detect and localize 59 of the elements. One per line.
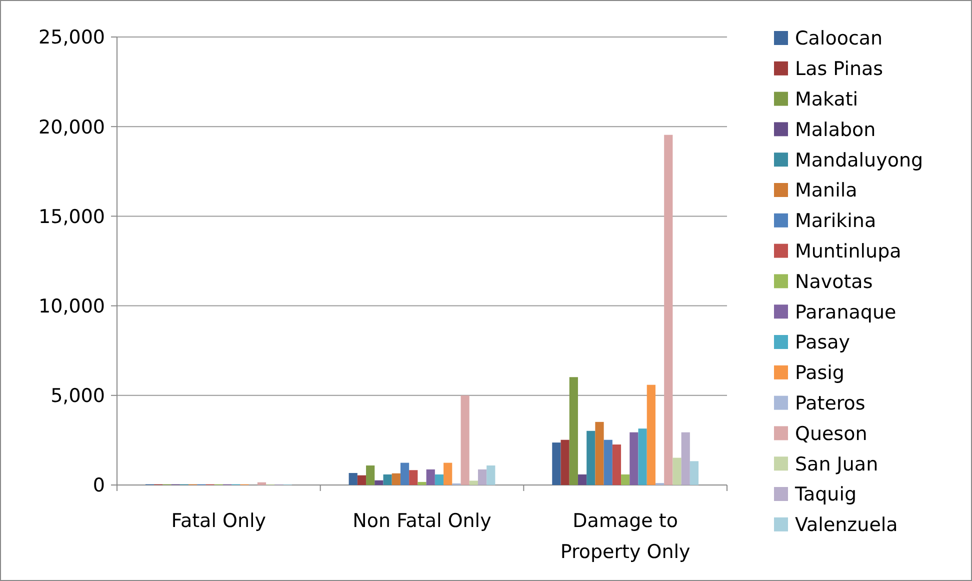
bar [478, 469, 487, 485]
y-tick-label: 15,000 [38, 206, 105, 228]
bar [595, 422, 604, 485]
bar [426, 469, 435, 485]
bar [348, 472, 358, 485]
y-tick-label: 5,000 [50, 385, 105, 408]
bar [418, 482, 426, 485]
legend-label: Paranaque [795, 301, 896, 324]
bar [366, 465, 375, 485]
legend-label: Pateros [795, 392, 866, 414]
legend-label: Pasig [795, 362, 844, 384]
bar [434, 474, 444, 485]
legend-label: Caloocan [795, 28, 883, 50]
legend-label: Marikina [795, 210, 876, 232]
bar [646, 384, 656, 485]
bar [357, 475, 366, 485]
legend-label: Manila [795, 180, 858, 202]
bar [612, 444, 622, 485]
bar [672, 458, 682, 485]
legend-label: Mandaluyong [795, 149, 924, 172]
bar [621, 474, 630, 485]
legend-label: San Juan [795, 453, 878, 476]
bar [638, 428, 647, 485]
legend-label: Las Pinas [795, 58, 884, 80]
bar [469, 480, 478, 485]
legend-label: Taquig [794, 484, 857, 506]
bar [460, 395, 470, 485]
bar [586, 430, 596, 485]
x-tick-label: Fatal Only [171, 510, 266, 532]
y-tick-label: 10,000 [38, 295, 105, 318]
bar [578, 474, 587, 485]
bar [400, 462, 410, 485]
y-tick-label: 20,000 [38, 116, 105, 138]
bar [604, 440, 612, 485]
bar [690, 461, 699, 485]
legend-label: Navotas [795, 270, 873, 293]
legend-label: Muntinlupa [795, 240, 902, 262]
bar [486, 465, 496, 485]
legend-label: Makati [795, 88, 858, 110]
legend-label: Malabon [795, 118, 876, 141]
legend-label: Queson [795, 422, 868, 445]
bar [392, 473, 400, 485]
bar [569, 377, 578, 485]
y-tick-label: 0 [92, 474, 105, 497]
bar [560, 440, 570, 485]
bar [409, 470, 418, 485]
x-tick-label: Damage to Property Only [560, 510, 690, 563]
legend-label: Pasay [795, 332, 850, 354]
bar [444, 462, 452, 485]
bar [383, 474, 392, 485]
bar [552, 442, 561, 485]
bar [630, 432, 638, 485]
legend-label: Valenzuela [795, 514, 898, 536]
bar [664, 134, 673, 485]
bar [681, 432, 690, 485]
bar [374, 480, 384, 485]
y-tick-label: 25,000 [38, 26, 105, 49]
bar [257, 482, 266, 485]
x-tick-label: Non Fatal Only [352, 510, 492, 532]
